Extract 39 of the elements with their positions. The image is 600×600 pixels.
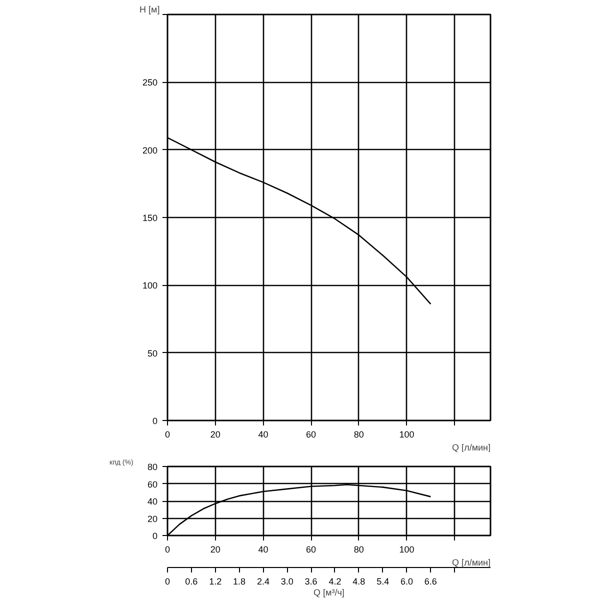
x-tick-label: 60	[306, 430, 316, 440]
y-tick-label: 250	[142, 78, 158, 88]
x2-tick-label: 3.0	[280, 576, 294, 586]
x-tick-label: 80	[354, 430, 364, 440]
y-tick-label: 50	[147, 348, 158, 358]
y-tick-label: 0	[152, 531, 158, 541]
x-tick-label: 20	[210, 430, 220, 440]
x2-tick-label: 0	[164, 576, 170, 586]
x2-tick-label: 5.4	[376, 576, 390, 586]
x2-tick-label: 2.4	[256, 576, 270, 586]
x2-tick-label: 6.0	[400, 576, 414, 586]
y-tick-label: 0	[152, 416, 158, 426]
x2-tick-label: 1.8	[233, 576, 246, 586]
x-tick-label: 100	[399, 430, 414, 440]
x-axis-title: Q [л/мин]	[452, 442, 491, 452]
x-tick-label: 80	[354, 544, 364, 554]
x2-tick-label: 3.6	[304, 576, 318, 586]
y-tick-label: 200	[142, 145, 158, 156]
x2-tick-label: 0.6	[185, 576, 198, 586]
x2-tick-label: 4.8	[352, 576, 366, 586]
y-axis-title: H [м]	[140, 4, 160, 14]
x-tick-label: 0	[164, 544, 170, 554]
x2-tick-label: 6.6	[424, 576, 437, 586]
y-tick-label: 80	[147, 462, 158, 472]
x-tick-label: 60	[306, 544, 316, 554]
y-tick-label: 20	[147, 514, 158, 524]
x-tick-label: 40	[258, 544, 268, 554]
x2-tick-label: 4.2	[328, 576, 342, 586]
y-tick-label: 40	[147, 496, 158, 506]
x-tick-label: 40	[258, 430, 268, 440]
y-tick-label: 150	[142, 213, 158, 223]
y-tick-label: 60	[147, 479, 158, 490]
x2-axis-title: Q [м³/ч]	[314, 588, 344, 598]
x-tick-label: 0	[164, 430, 170, 440]
x-tick-label: 20	[210, 544, 220, 554]
x-tick-label: 100	[399, 544, 414, 554]
x-axis-title: Q [л/мин]	[452, 558, 491, 568]
y-tick-label: 100	[142, 280, 158, 291]
x2-tick-label: 1.2	[209, 576, 222, 586]
